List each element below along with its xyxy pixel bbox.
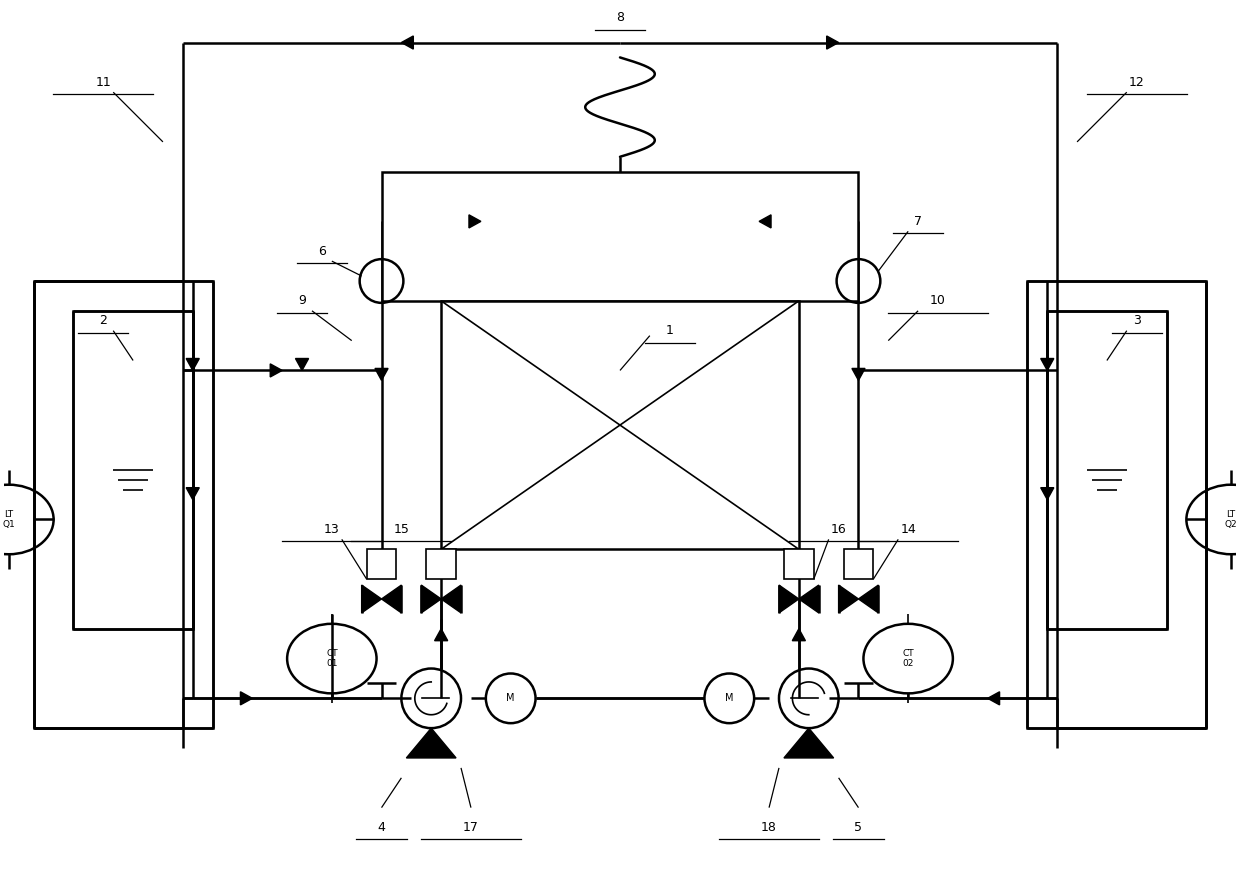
Text: 8: 8 bbox=[616, 11, 624, 24]
Polygon shape bbox=[792, 629, 806, 640]
Text: 18: 18 bbox=[761, 821, 777, 834]
Polygon shape bbox=[186, 487, 200, 500]
Polygon shape bbox=[407, 728, 456, 758]
Polygon shape bbox=[827, 36, 838, 49]
Text: 4: 4 bbox=[378, 821, 386, 834]
Polygon shape bbox=[858, 585, 878, 612]
Text: 16: 16 bbox=[831, 523, 847, 536]
Bar bbox=[784, 550, 813, 579]
Polygon shape bbox=[241, 692, 253, 705]
Polygon shape bbox=[779, 585, 799, 612]
Polygon shape bbox=[123, 450, 143, 468]
Polygon shape bbox=[838, 585, 858, 612]
Text: 6: 6 bbox=[317, 245, 326, 258]
Text: 5: 5 bbox=[854, 821, 863, 834]
Polygon shape bbox=[1040, 487, 1054, 500]
Polygon shape bbox=[434, 629, 448, 640]
Text: LT
Q2: LT Q2 bbox=[1225, 510, 1238, 529]
Bar bbox=[1048, 311, 1167, 629]
Polygon shape bbox=[374, 368, 388, 381]
Polygon shape bbox=[1097, 450, 1117, 468]
Bar bbox=[33, 281, 212, 728]
Polygon shape bbox=[469, 215, 481, 228]
Polygon shape bbox=[382, 585, 402, 612]
Text: 15: 15 bbox=[393, 523, 409, 536]
Text: 14: 14 bbox=[900, 523, 916, 536]
Bar bbox=[382, 172, 858, 301]
Polygon shape bbox=[186, 359, 200, 370]
Polygon shape bbox=[784, 728, 833, 758]
Polygon shape bbox=[441, 585, 461, 612]
Bar bbox=[1028, 281, 1207, 728]
Text: 13: 13 bbox=[324, 523, 340, 536]
Text: 9: 9 bbox=[298, 294, 306, 307]
Polygon shape bbox=[799, 585, 818, 612]
Polygon shape bbox=[1040, 359, 1054, 370]
Bar bbox=[843, 550, 873, 579]
Text: 1: 1 bbox=[666, 324, 673, 337]
Bar bbox=[441, 301, 799, 550]
Text: 17: 17 bbox=[463, 821, 479, 834]
Bar bbox=[427, 550, 456, 579]
Polygon shape bbox=[422, 585, 441, 612]
Text: 10: 10 bbox=[930, 294, 946, 307]
Text: 2: 2 bbox=[99, 314, 107, 327]
Text: CT
02: CT 02 bbox=[903, 649, 914, 668]
Polygon shape bbox=[362, 585, 382, 612]
Polygon shape bbox=[987, 692, 999, 705]
Bar bbox=[73, 311, 192, 629]
Text: M: M bbox=[725, 693, 734, 704]
Text: 3: 3 bbox=[1133, 314, 1141, 327]
Text: 7: 7 bbox=[914, 215, 923, 228]
Polygon shape bbox=[270, 364, 283, 377]
Polygon shape bbox=[852, 368, 866, 381]
Text: M: M bbox=[506, 693, 515, 704]
Polygon shape bbox=[295, 359, 309, 370]
Text: 11: 11 bbox=[95, 76, 112, 88]
Polygon shape bbox=[759, 215, 771, 228]
Bar bbox=[367, 550, 397, 579]
Polygon shape bbox=[402, 36, 413, 49]
Text: 12: 12 bbox=[1128, 76, 1145, 88]
Text: CT
01: CT 01 bbox=[326, 649, 337, 668]
Text: LT
Q1: LT Q1 bbox=[2, 510, 15, 529]
